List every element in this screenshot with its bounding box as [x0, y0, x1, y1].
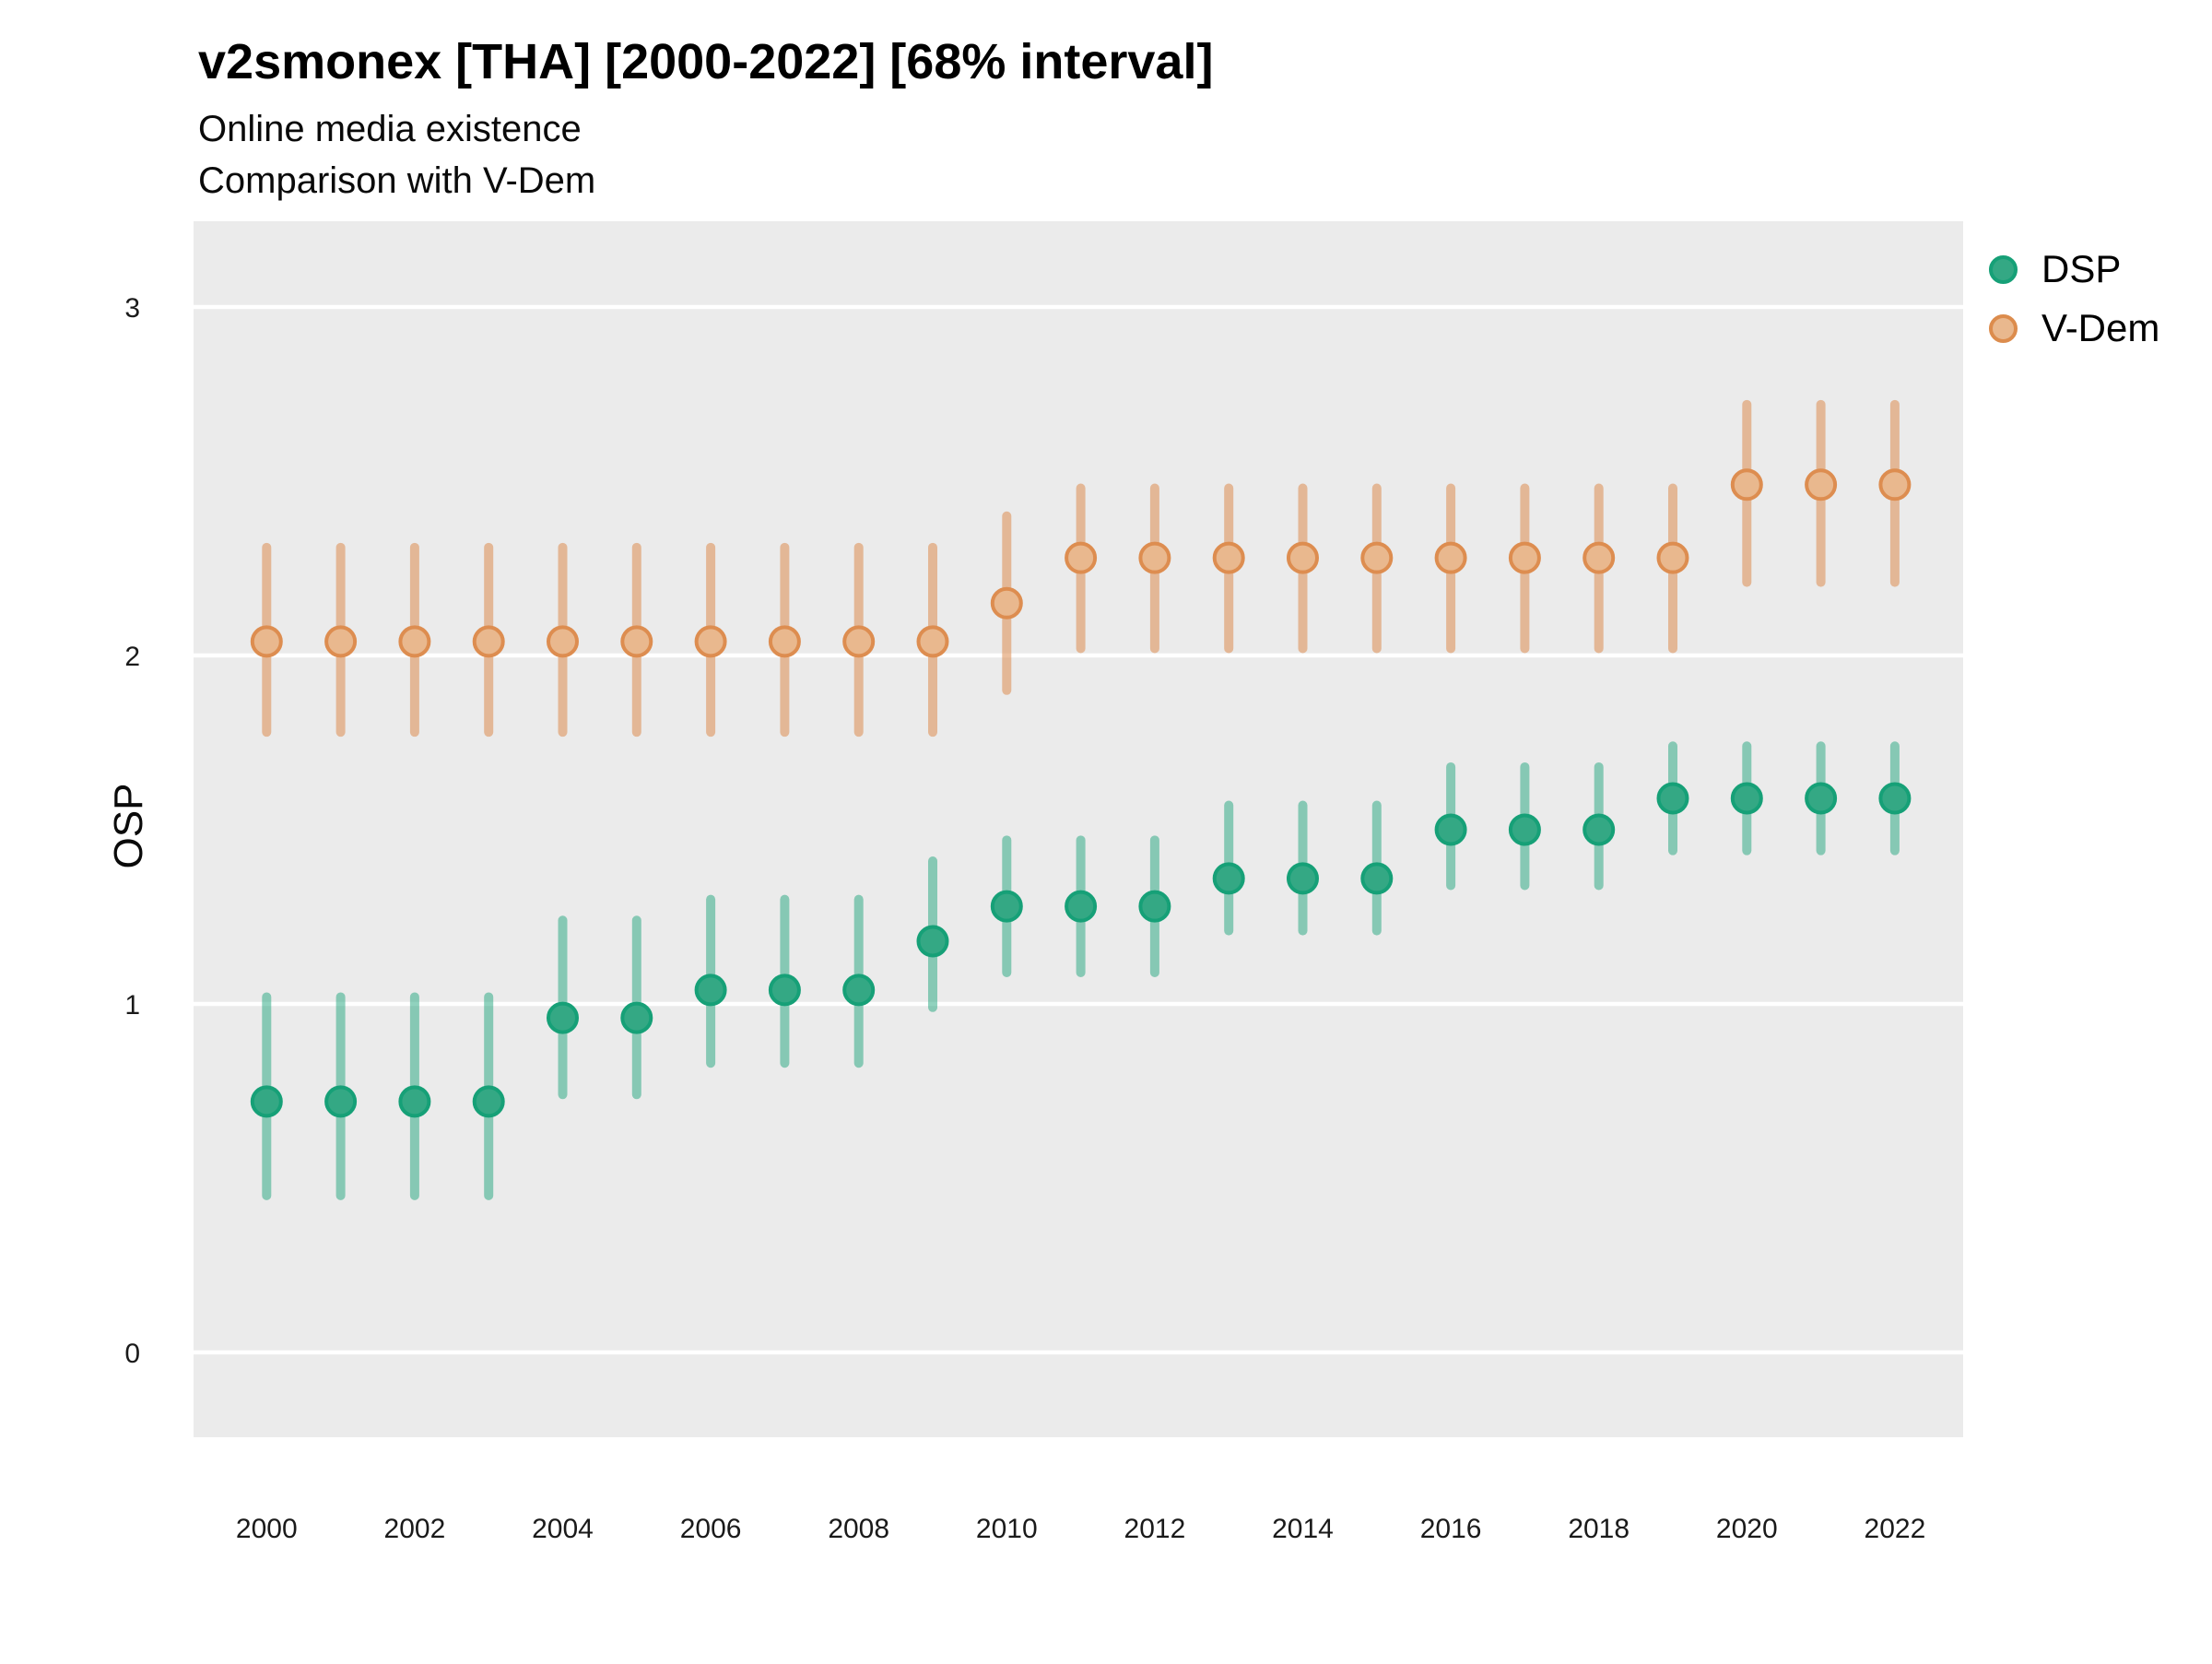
- y-tick-label-1: 1: [124, 990, 140, 1021]
- dsp-point-2014: [1287, 862, 1319, 895]
- dsp-point-2001: [324, 1085, 358, 1118]
- page-title: v2smonex [THA] [2000-2022] [68% interval…: [198, 34, 1214, 89]
- plot-panel: [194, 221, 1963, 1437]
- vdem-point-2007: [768, 625, 801, 658]
- dsp-point-2018: [1583, 813, 1616, 846]
- legend-label: DSP: [2041, 247, 2122, 290]
- vdem-point-2006: [694, 625, 727, 658]
- legend: DSP V-Dem: [1989, 247, 2159, 350]
- vdem-point-2003: [472, 625, 505, 658]
- dsp-point-2004: [547, 1001, 579, 1034]
- dsp-point-2017: [1508, 813, 1541, 846]
- vdem-point-2004: [547, 625, 579, 658]
- dsp-point-2015: [1360, 862, 1394, 895]
- y-tick-label-0: 0: [124, 1339, 140, 1369]
- y-axis-title: OSP: [106, 783, 151, 869]
- x-tick-label-2018: 2018: [1568, 1514, 1630, 1544]
- legend-item-dsp: DSP: [1989, 247, 2159, 291]
- dsp-point-2002: [398, 1085, 431, 1118]
- vdem-point-2020: [1730, 468, 1763, 502]
- dsp-point-2011: [1065, 890, 1098, 923]
- dsp-point-2013: [1212, 862, 1245, 895]
- chart-subtitle-line2: Comparison with V-Dem: [198, 160, 596, 201]
- vdem-point-2021: [1805, 468, 1838, 502]
- vdem-point-2018: [1583, 541, 1616, 574]
- vdem-point-2013: [1212, 541, 1245, 574]
- x-tick-label-2004: 2004: [532, 1514, 594, 1544]
- legend-label: V-Dem: [2041, 306, 2160, 349]
- dsp-point-2008: [842, 974, 876, 1007]
- y-tick-label-2: 2: [124, 642, 140, 672]
- vdem-point-2000: [250, 625, 283, 658]
- vdem-point-2014: [1287, 541, 1319, 574]
- x-tick-label-2010: 2010: [976, 1514, 1038, 1544]
- chart-subtitle-line1: Online media existence: [198, 109, 582, 149]
- x-tick-label-2006: 2006: [680, 1514, 742, 1544]
- dsp-point-2010: [990, 890, 1023, 923]
- x-tick-label-2002: 2002: [384, 1514, 446, 1544]
- x-tick-label-2016: 2016: [1420, 1514, 1482, 1544]
- dsp-point-2020: [1730, 782, 1763, 815]
- vdem-point-2015: [1360, 541, 1394, 574]
- x-tick-label-2022: 2022: [1865, 1514, 1926, 1544]
- vdem-point-2005: [620, 625, 653, 658]
- dsp-point-2019: [1656, 782, 1689, 815]
- x-tick-label-2008: 2008: [828, 1514, 889, 1544]
- dsp-point-2007: [768, 974, 801, 1007]
- legend-swatch-dsp-icon: [1989, 254, 2018, 284]
- y-tick-label-3: 3: [124, 293, 140, 324]
- dsp-point-2022: [1878, 782, 1912, 815]
- dsp-point-2016: [1434, 813, 1467, 846]
- dsp-point-2021: [1805, 782, 1838, 815]
- x-tick-label-2012: 2012: [1124, 1514, 1186, 1544]
- dsp-point-2009: [916, 925, 949, 958]
- legend-swatch-vdem-icon: [1989, 313, 2018, 343]
- x-tick-label-2000: 2000: [236, 1514, 298, 1544]
- vdem-point-2012: [1138, 541, 1171, 574]
- vdem-point-2017: [1508, 541, 1541, 574]
- dsp-point-2005: [620, 1001, 653, 1034]
- vdem-point-2011: [1065, 541, 1098, 574]
- legend-item-vdem: V-Dem: [1989, 306, 2159, 350]
- vdem-point-2008: [842, 625, 876, 658]
- vdem-point-2022: [1878, 468, 1912, 502]
- vdem-point-2016: [1434, 541, 1467, 574]
- x-tick-label-2020: 2020: [1716, 1514, 1778, 1544]
- vdem-point-2010: [990, 586, 1023, 620]
- vdem-point-2009: [916, 625, 949, 658]
- vdem-point-2002: [398, 625, 431, 658]
- dsp-point-2000: [250, 1085, 283, 1118]
- dsp-point-2012: [1138, 890, 1171, 923]
- dsp-point-2003: [472, 1085, 505, 1118]
- vdem-point-2001: [324, 625, 358, 658]
- dsp-point-2006: [694, 974, 727, 1007]
- x-tick-label-2014: 2014: [1272, 1514, 1334, 1544]
- vdem-point-2019: [1656, 541, 1689, 574]
